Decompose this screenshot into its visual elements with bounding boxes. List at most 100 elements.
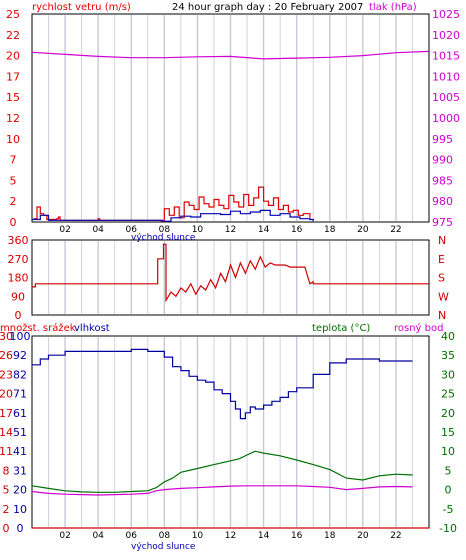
x-tick-label: 12: [225, 225, 236, 235]
y-tick-label-precip: 30: [0, 330, 13, 343]
y-tick-label-precip: 0: [3, 522, 10, 535]
y-tick-label-humidity: 41: [13, 445, 27, 458]
y-tick-label-direction: 360: [8, 234, 29, 247]
sunrise-label-top: východ slunce: [131, 233, 196, 243]
grid-layer: [48, 15, 413, 527]
y-tick-label-humidity: 82: [13, 368, 27, 381]
y-tick-label-temperature: -5: [443, 503, 454, 516]
y-tick-label-temperature: 15: [441, 426, 455, 439]
x-tick-label: 20: [357, 225, 369, 235]
x-tick-label: 14: [258, 225, 270, 235]
y-tick-label-temperature: 25: [441, 388, 455, 401]
y-tick-label-wind: 7: [10, 154, 17, 167]
y-tick-label-precip: 11: [0, 445, 13, 458]
y-tick-label-wind: 17: [6, 70, 20, 83]
y-tick-label-wind: 10: [6, 133, 20, 146]
y-tick-label-temperature: 20: [441, 407, 455, 420]
x-tick-label: 22: [390, 531, 401, 541]
series-wind-direction-line: [32, 243, 429, 303]
x-tick-label: 10: [192, 225, 204, 235]
x-tick-label: 08: [159, 225, 171, 235]
y-tick-label-temperature: 10: [441, 445, 455, 458]
y-tick-label-wind: 0: [10, 216, 17, 229]
y-tick-label-direction: 90: [11, 290, 25, 303]
compass-label: E: [438, 253, 445, 266]
series-humidity-line: [32, 348, 413, 420]
y-tick-label-humidity: 100: [10, 330, 31, 343]
y-tick-label-wind: 20: [6, 50, 20, 63]
y-tick-label-pressure: 990: [432, 154, 453, 167]
x-tick-label: 10: [192, 531, 204, 541]
y-tick-label-precip: 17: [0, 407, 13, 420]
compass-label: N: [438, 309, 446, 322]
wind-speed-axis-title: rychlost vetru (m/s): [32, 2, 131, 13]
y-tick-label-wind: 25: [6, 8, 20, 21]
y-tick-label-temperature: 40: [441, 330, 455, 343]
y-tick-label-pressure: 1000: [432, 112, 460, 125]
x-tick-label: 16: [291, 225, 303, 235]
x-tick-label: 04: [92, 225, 104, 235]
y-tick-label-humidity: 10: [13, 503, 27, 516]
x-tick-label: 22: [390, 225, 401, 235]
x-tick-label: 20: [357, 531, 369, 541]
y-tick-label-wind: 15: [6, 91, 20, 104]
y-tick-label-wind: 5: [10, 174, 17, 187]
sunrise-label-bottom: východ slunce: [131, 542, 196, 552]
y-tick-label-direction: 270: [8, 253, 29, 266]
y-tick-label-pressure: 985: [432, 174, 453, 187]
compass-label: W: [438, 290, 449, 303]
y-tick-label-humidity: 31: [13, 464, 27, 477]
y-tick-label-pressure: 1020: [432, 29, 460, 42]
y-tick-label-pressure: 1015: [432, 50, 460, 63]
y-tick-label-wind: 12: [6, 112, 20, 125]
y-tick-label-temperature: 35: [441, 349, 455, 362]
x-tick-label: 04: [92, 531, 104, 541]
y-tick-label-temperature: -10: [439, 522, 457, 535]
y-tick-label-pressure: 1010: [432, 70, 460, 83]
y-tick-label-temperature: 30: [441, 368, 455, 381]
x-tick-label: 14: [258, 531, 270, 541]
dew-point-title: rosný bod: [394, 322, 443, 334]
y-tick-label-pressure: 1025: [432, 8, 460, 21]
y-tick-label-pressure: 995: [432, 133, 453, 146]
y-tick-label-wind: 22: [6, 29, 20, 42]
x-tick-label: 06: [126, 225, 138, 235]
y-tick-label-wind: 2: [10, 195, 17, 208]
y-tick-label-temperature: 5: [445, 464, 452, 477]
x-tick-label: 16: [291, 531, 303, 541]
pressure-axis-title: tlak (hPa): [369, 2, 417, 13]
y-tick-label-pressure: 975: [432, 216, 453, 229]
y-tick-label-pressure: 1005: [432, 91, 460, 104]
y-tick-label-humidity: 0: [17, 522, 24, 535]
x-tick-label: 06: [126, 531, 138, 541]
x-tick-label: 08: [159, 531, 171, 541]
y-tick-label-humidity: 92: [13, 349, 27, 362]
y-tick-label-precip: 14: [0, 426, 13, 439]
temperature-title: teplota (°C): [312, 323, 370, 334]
y-tick-label-direction: 180: [8, 272, 29, 285]
humidity-title: vlhkost: [74, 323, 110, 334]
y-tick-label-humidity: 71: [13, 388, 27, 401]
y-tick-label-precip: 5: [3, 484, 10, 497]
x-tick-label: 02: [59, 531, 70, 541]
y-tick-label-precip: 20: [0, 388, 13, 401]
series-wind-speed-line: [33, 186, 311, 222]
series-wind-average-line: [32, 209, 314, 222]
compass-label: N: [438, 234, 446, 247]
y-tick-label-precip: 2: [3, 503, 10, 516]
x-tick-label: 12: [225, 531, 236, 541]
x-tick-label: 18: [324, 225, 336, 235]
y-tick-label-precip: 23: [0, 368, 13, 381]
compass-label: S: [438, 272, 445, 285]
y-tick-label-precip: 26: [0, 349, 13, 362]
y-tick-label-humidity: 61: [13, 407, 27, 420]
y-tick-label-direction: 0: [15, 309, 22, 322]
x-tick-label: 18: [324, 531, 336, 541]
y-tick-label-precip: 8: [3, 464, 10, 477]
y-tick-label-temperature: 0: [445, 484, 452, 497]
series-layer: [31, 50, 430, 529]
chart-title: 24 hour graph day : 20 February 2007: [172, 2, 363, 13]
